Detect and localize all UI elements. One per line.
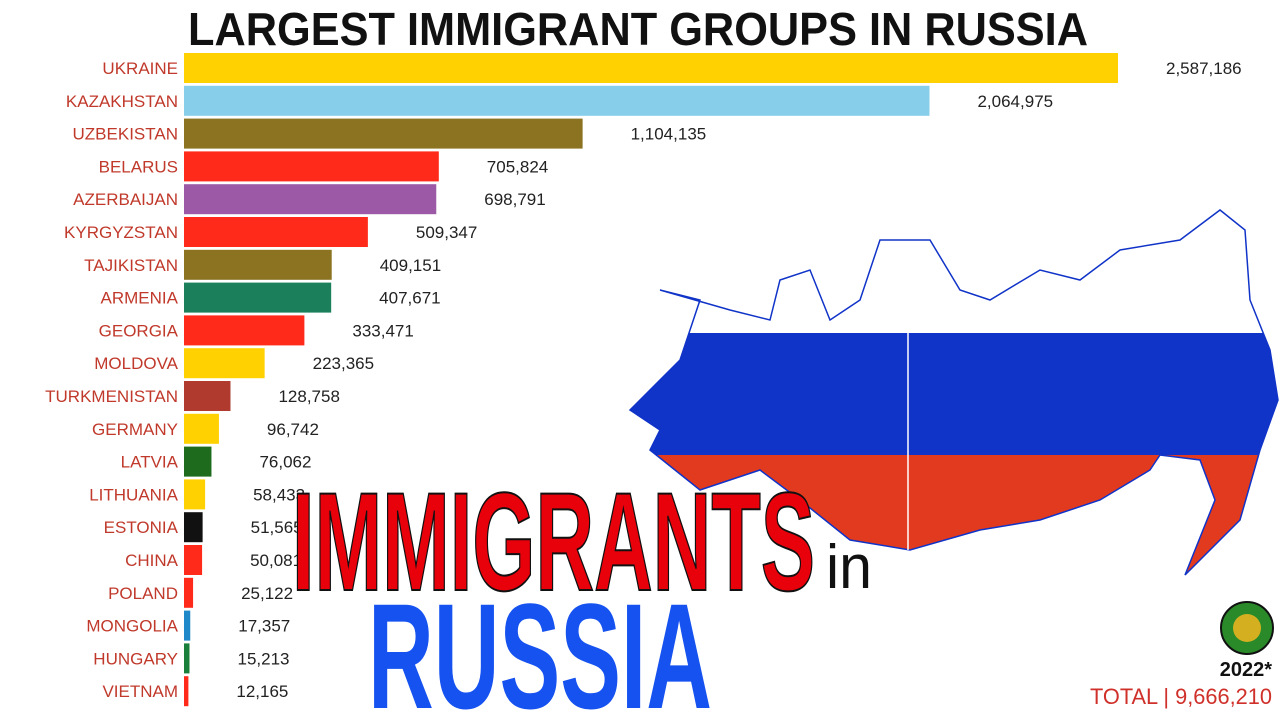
category-label: GERMANY — [92, 420, 178, 439]
category-label: HUNGARY — [93, 649, 178, 668]
bar — [184, 479, 206, 510]
value-label: 509,347 — [416, 223, 477, 242]
bar — [184, 577, 194, 608]
bar — [184, 217, 368, 247]
category-label: CHINA — [125, 551, 179, 570]
category-label: POLAND — [108, 584, 178, 603]
category-label: UZBEKISTAN — [73, 125, 178, 144]
bar — [184, 643, 190, 674]
bar — [184, 184, 437, 215]
bar — [184, 676, 189, 707]
category-label: GEORGIA — [99, 321, 179, 340]
bar — [184, 249, 332, 280]
bar — [184, 512, 203, 543]
bar — [184, 85, 930, 116]
overlay-word: in — [826, 533, 872, 602]
bar — [184, 610, 191, 641]
total: TOTAL | 9,666,210 — [1090, 684, 1272, 709]
value-label: 17,357 — [238, 617, 290, 636]
year: 2022* — [1220, 659, 1272, 681]
bar — [184, 348, 265, 379]
value-label: 698,791 — [484, 190, 545, 209]
chart-title: LARGEST IMMIGRANT GROUPS IN RUSSIA — [188, 3, 1088, 55]
value-label: 223,365 — [313, 354, 374, 373]
category-label: KYRGYZSTAN — [64, 223, 178, 242]
category-label: MONGOLIA — [86, 617, 178, 636]
category-label: BELARUS — [99, 157, 178, 176]
value-label: 15,213 — [237, 649, 289, 668]
value-label: 50,081 — [250, 551, 302, 570]
map-outline — [628, 209, 1279, 576]
value-label: 1,104,135 — [631, 125, 707, 144]
category-label: ESTONIA — [104, 518, 179, 537]
value-label: 12,165 — [236, 682, 288, 701]
value-label: 96,742 — [267, 420, 319, 439]
value-label: 58,433 — [253, 485, 305, 504]
category-label: MOLDOVA — [94, 354, 178, 373]
category-label: UKRAINE — [102, 59, 178, 78]
value-label: 51,565 — [251, 518, 303, 537]
logo-center — [1233, 614, 1261, 642]
bar — [184, 151, 439, 182]
category-label: LITHUANIA — [89, 485, 178, 504]
category-label: ARMENIA — [101, 289, 179, 308]
category-label: TURKMENISTAN — [45, 387, 178, 406]
bar — [184, 53, 1118, 83]
bar — [184, 118, 583, 149]
value-label: 2,064,975 — [977, 92, 1053, 111]
category-label: LATVIA — [121, 453, 179, 472]
category-label: AZERBAIJAN — [73, 190, 178, 209]
value-label: 407,671 — [379, 289, 440, 308]
value-label: 705,824 — [487, 157, 548, 176]
bars: UKRAINE 2,587,186 KAZAKHSTAN 2,064,975 UZBEK… — [45, 53, 1242, 707]
bar — [184, 381, 231, 411]
category-label: KAZAKHSTAN — [66, 92, 178, 111]
category-label: TAJIKISTAN — [84, 256, 178, 275]
value-label: 2,587,186 — [1166, 59, 1242, 78]
value-label: 409,151 — [380, 256, 441, 275]
bar — [184, 545, 203, 575]
bar — [184, 446, 212, 477]
value-label: 333,471 — [352, 321, 413, 340]
value-label: 25,122 — [241, 584, 293, 603]
overlay-title: IMMIGRANTS — [292, 463, 815, 620]
value-label: 76,062 — [259, 453, 311, 472]
overlay-subtitle: RUSSIA — [368, 572, 712, 720]
bar — [184, 413, 219, 444]
value-label: 128,758 — [278, 387, 339, 406]
category-label: VIETNAM — [102, 682, 178, 701]
bar — [184, 315, 305, 346]
bar — [184, 282, 332, 313]
